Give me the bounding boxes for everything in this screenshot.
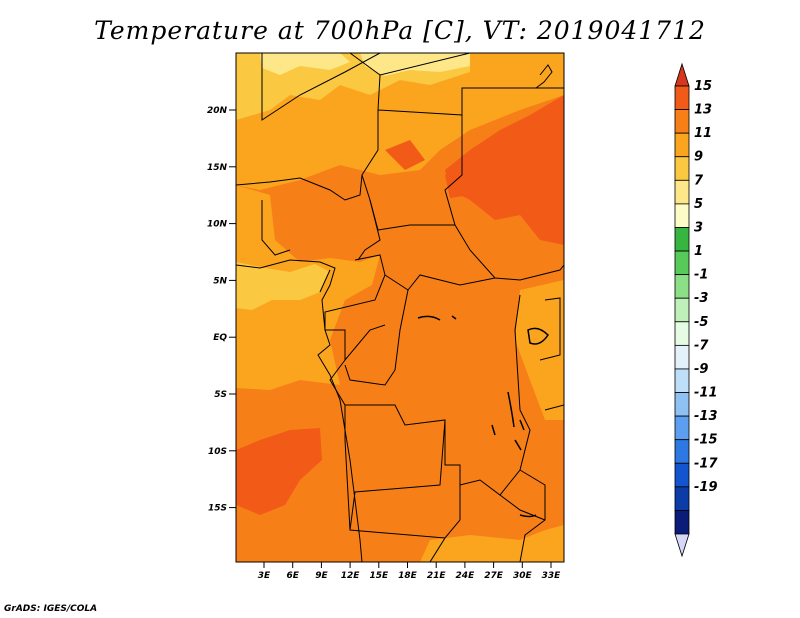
colorbar-label: -15 — [694, 433, 718, 448]
colorbar-segment — [674, 109, 690, 134]
colorbar-segment — [674, 368, 690, 393]
colorbar-top-arrow — [674, 62, 690, 87]
colorbar: 15 13 11 9 7 5 3 1 -1 -3 -5 -7 -9 -11 -13 -15 -17 -19 — [674, 62, 718, 558]
colorbar-segment — [674, 392, 690, 417]
lakes — [417, 315, 549, 518]
colorbar-label: 13 — [694, 103, 712, 118]
colorbar-label: -9 — [694, 362, 708, 377]
grads-credit: GrADS: IGES/COLA — [4, 604, 98, 614]
colorbar-segment — [674, 439, 690, 464]
colorbar-segment — [674, 297, 690, 323]
lon-tick-label: 3E — [258, 571, 271, 581]
coastlines — [236, 64, 553, 562]
lon-tick-label: 6E — [286, 571, 299, 581]
colorbar-label: 11 — [694, 126, 712, 141]
lat-axis: 20N 15N 10N 5N EQ 5S 10S 15S — [207, 106, 236, 514]
colorbar-bottom-arrow — [674, 533, 690, 558]
lon-tick-label: 24E — [456, 571, 476, 581]
lat-tick-label: 5N — [213, 276, 227, 286]
colorbar-segment — [674, 179, 690, 205]
temperature-map — [236, 53, 564, 562]
temp-field-13c-northeast — [445, 95, 564, 245]
colorbar-label: 15 — [694, 79, 712, 94]
temp-field-13c-patch-1 — [385, 140, 425, 170]
temp-field-13c-sw — [236, 428, 322, 515]
colorbar-segment — [674, 274, 690, 299]
colorbar-label: -3 — [694, 291, 708, 306]
lon-tick-label: 15E — [369, 571, 389, 581]
lon-tick-label: 33E — [542, 571, 562, 581]
colorbar-label: 9 — [694, 150, 703, 165]
colorbar-label: -19 — [694, 480, 718, 495]
lon-tick-label: 21E — [427, 571, 447, 581]
lon-axis: 3E 6E 9E 12E 15E 18E 21E 24E 27E 30E 33E — [258, 562, 561, 581]
colorbar-segment — [674, 510, 690, 535]
colorbar-segment — [674, 250, 690, 276]
temp-field-7c-west — [236, 262, 330, 310]
lat-tick-label: 10N — [207, 220, 228, 230]
temp-field-13c-patch-2 — [445, 170, 470, 198]
temp-field-9c-southeast — [515, 280, 564, 420]
colorbar-label: -13 — [694, 409, 718, 424]
colorbar-label: 5 — [694, 197, 703, 212]
colorbar-label: -17 — [694, 456, 718, 471]
colorbar-segment — [674, 227, 690, 252]
colorbar-label: 3 — [694, 220, 703, 235]
temp-field-5c-north-2 — [360, 53, 470, 76]
temp-field-5c-north — [260, 53, 350, 75]
colorbar-segment — [674, 85, 690, 110]
lat-tick-label: 10S — [208, 447, 227, 457]
colorbar-segment — [674, 203, 690, 228]
colorbar-label: 7 — [694, 173, 704, 188]
country-borders — [236, 53, 564, 562]
temp-field-9c-south — [420, 525, 564, 562]
colorbar-label: 1 — [694, 244, 703, 259]
colorbar-segment — [674, 462, 690, 488]
colorbar-label: -5 — [694, 315, 708, 330]
colorbar-segment — [674, 321, 690, 346]
colorbar-segment — [674, 156, 690, 181]
colorbar-segment — [674, 132, 690, 158]
lon-tick-label: 30E — [513, 571, 533, 581]
colorbar-segment — [674, 344, 690, 370]
colorbar-label: -7 — [694, 338, 709, 353]
colorbar-segment — [674, 486, 690, 511]
lat-tick-label: 15N — [207, 163, 228, 173]
lon-tick-label: 12E — [341, 571, 361, 581]
colorbar-segment — [674, 415, 690, 441]
lon-tick-label: 27E — [484, 571, 504, 581]
map-title: Temperature at 700hPa [C], VT: 201904171… — [94, 16, 706, 45]
lon-tick-label: 18E — [398, 571, 418, 581]
map-frame — [235, 52, 565, 563]
lat-tick-label: EQ — [213, 333, 227, 343]
colorbar-label: -1 — [694, 268, 708, 283]
lon-tick-label: 9E — [315, 571, 328, 581]
colorbar-label: -11 — [694, 386, 718, 401]
lat-tick-label: 15S — [208, 504, 227, 514]
lat-tick-label: 20N — [207, 106, 228, 116]
lat-tick-label: 5S — [214, 390, 227, 400]
